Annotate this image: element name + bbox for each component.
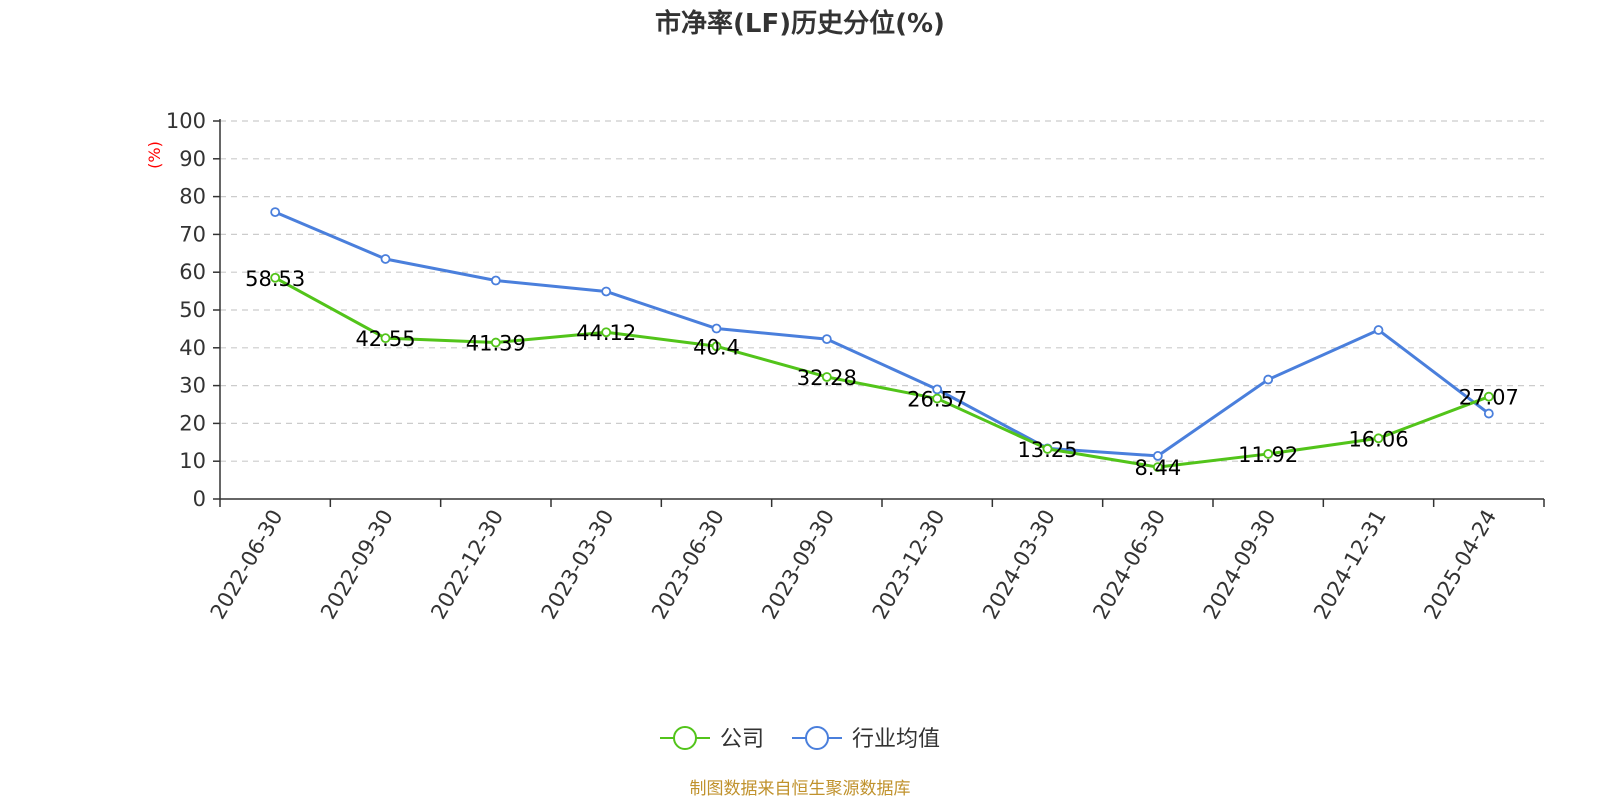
data-point — [711, 323, 722, 334]
data-labels: 58.53 42.55 41.39 44.12 40.4 32.28 26.57 13.25 8… — [245, 267, 1519, 480]
data-point — [270, 207, 281, 217]
legend[interactable]: 公司 行业均值 — [660, 726, 940, 752]
x-tick-label: 2024-03-30 — [978, 506, 1060, 624]
x-axis-ticks: 2022-06-30 2022-09-30 2022-12-30 2023-03-30… — [206, 499, 1545, 624]
x-tick-label: 2024-06-30 — [1088, 506, 1170, 624]
data-point — [821, 372, 832, 382]
legend-item-0[interactable]: 公司 — [660, 726, 764, 752]
y-tick-label: 30 — [179, 374, 206, 398]
source-note: 制图数据来自恒生聚源数据库 — [690, 779, 911, 799]
y-tick-label: 70 — [179, 222, 206, 246]
data-label: 26.57 — [907, 388, 967, 412]
data-point — [490, 275, 501, 286]
data-point — [1373, 325, 1384, 335]
data-point — [932, 384, 943, 395]
data-point — [932, 393, 943, 404]
y-tick-label: 60 — [179, 260, 206, 284]
x-tick-label: 2025-04-24 — [1419, 506, 1501, 624]
data-point — [1152, 451, 1163, 461]
data-label: 42.55 — [355, 327, 415, 351]
y-axis-unit-label: (%) — [145, 141, 164, 169]
data-point — [821, 334, 832, 345]
x-tick-label: 2022-12-30 — [426, 506, 508, 624]
data-label: 40.4 — [693, 335, 740, 359]
data-point — [601, 327, 612, 338]
series-line-0 — [274, 276, 1490, 469]
x-tick-label: 2023-12-30 — [868, 506, 950, 624]
data-label: 13.25 — [1017, 438, 1077, 462]
legend-circle-icon — [805, 726, 829, 750]
data-point — [380, 333, 391, 344]
data-label: 32.28 — [797, 366, 857, 390]
data-point — [380, 254, 391, 264]
x-tick-label: 2024-09-30 — [1199, 506, 1281, 624]
data-point — [1483, 391, 1494, 402]
data-point — [1263, 449, 1274, 459]
data-label: 58.53 — [245, 267, 305, 291]
y-tick-label: 80 — [179, 185, 206, 209]
x-tick-label: 2022-09-30 — [316, 506, 398, 624]
y-tick-label: 0 — [193, 487, 206, 511]
data-point — [1483, 408, 1494, 419]
x-tick-label: 2023-06-30 — [647, 506, 729, 624]
y-tick-label: 50 — [179, 298, 206, 322]
y-tick-label: 20 — [179, 411, 206, 435]
data-label: 16.06 — [1348, 427, 1408, 451]
data-point — [601, 286, 612, 297]
data-point — [1042, 444, 1053, 454]
y-tick-label: 90 — [179, 147, 206, 171]
x-tick-label: 2023-03-30 — [537, 506, 619, 624]
y-tick-label: 100 — [166, 109, 206, 133]
x-tick-label: 2024-12-31 — [1309, 506, 1391, 624]
data-point — [1373, 433, 1384, 444]
data-point — [1263, 374, 1274, 385]
legend-circle-icon — [673, 726, 697, 750]
data-point — [1152, 462, 1163, 472]
data-point — [270, 272, 281, 283]
y-axis-ticks: 0 10 20 30 40 50 60 70 80 90 100 — [166, 109, 220, 511]
data-label: 27.07 — [1459, 386, 1519, 410]
series-lines — [270, 207, 1494, 472]
grid-lines — [220, 120, 1544, 462]
data-point — [711, 341, 722, 352]
data-label: 41.39 — [466, 332, 526, 356]
data-label: 11.92 — [1238, 443, 1298, 467]
data-point — [490, 337, 501, 348]
x-tick-label: 2022-06-30 — [206, 506, 288, 624]
y-tick-label: 40 — [179, 336, 206, 360]
legend-label: 行业均值 — [852, 727, 940, 752]
legend-label: 公司 — [720, 727, 764, 752]
legend-item-1[interactable]: 行业均值 — [792, 726, 940, 752]
data-label: 44.12 — [576, 321, 636, 345]
data-label: 8.44 — [1134, 456, 1181, 480]
x-tick-label: 2023-09-30 — [757, 506, 839, 624]
chart-title: 市净率(LF)历史分位(%) — [655, 8, 945, 39]
y-tick-label: 10 — [179, 449, 206, 473]
series-line-1 — [274, 210, 1490, 458]
